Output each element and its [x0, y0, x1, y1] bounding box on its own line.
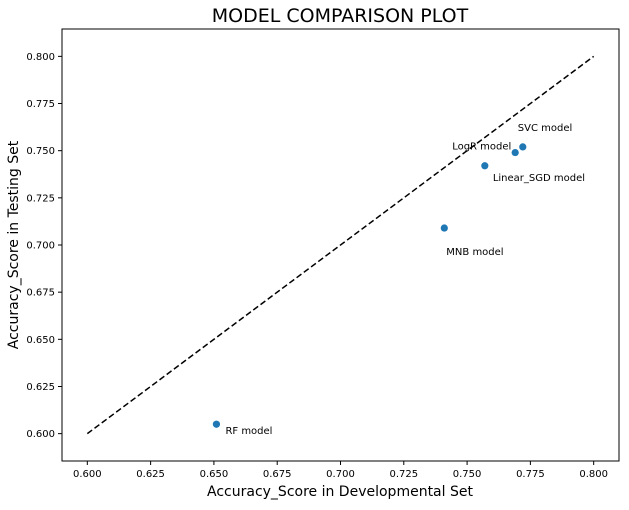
- y-tick-label: 0.750: [26, 146, 55, 157]
- data-point: [212, 420, 221, 428]
- x-tick-label: 0.600: [73, 469, 102, 480]
- data-point: [511, 148, 519, 157]
- data-point: [519, 143, 527, 151]
- y-axis-title: Accuracy_Score in Testing Set: [6, 140, 22, 349]
- x-tick-label: 0.675: [263, 469, 292, 480]
- data-point: [481, 162, 489, 170]
- x-tick-label: 0.650: [200, 469, 229, 480]
- x-tick-label: 0.625: [136, 469, 165, 480]
- y-tick-label: 0.725: [26, 193, 55, 204]
- x-tick-label: 0.775: [516, 469, 545, 480]
- point-label: MNB model: [446, 247, 503, 258]
- y-tick-label: 0.700: [26, 241, 55, 252]
- y-tick-label: 0.625: [26, 382, 55, 393]
- x-tick-label: 0.725: [389, 469, 418, 480]
- data-point: [440, 224, 448, 232]
- point-label: Linear_SGD model: [493, 173, 585, 184]
- y-axis: 0.600 0.625 0.650 0.675 0.700 0.725 0.750 0.775…: [26, 52, 62, 440]
- y-tick-label: 0.775: [26, 99, 55, 110]
- y-tick-label: 0.650: [26, 335, 55, 346]
- point-label: RF model: [225, 426, 272, 437]
- y-tick-label: 0.675: [26, 288, 55, 299]
- reference-diagonal-line: [86, 55, 595, 435]
- data-points: SVC model LogR model Linear_SGD model MNB m…: [212, 123, 585, 437]
- point-label: LogR model: [452, 142, 511, 153]
- y-tick-label: 0.600: [26, 429, 55, 440]
- x-tick-label: 0.700: [326, 469, 355, 480]
- x-axis: 0.600 0.625 0.650 0.675 0.700 0.725 0.750 0.775…: [73, 461, 608, 480]
- y-tick-label: 0.800: [26, 52, 55, 63]
- x-axis-title: Accuracy_Score in Developmental Set: [207, 484, 473, 500]
- point-label: SVC model: [518, 123, 573, 134]
- chart-title: MODEL COMPARISON PLOT: [212, 5, 469, 27]
- x-tick-label: 0.750: [453, 469, 482, 480]
- x-tick-label: 0.800: [579, 469, 608, 480]
